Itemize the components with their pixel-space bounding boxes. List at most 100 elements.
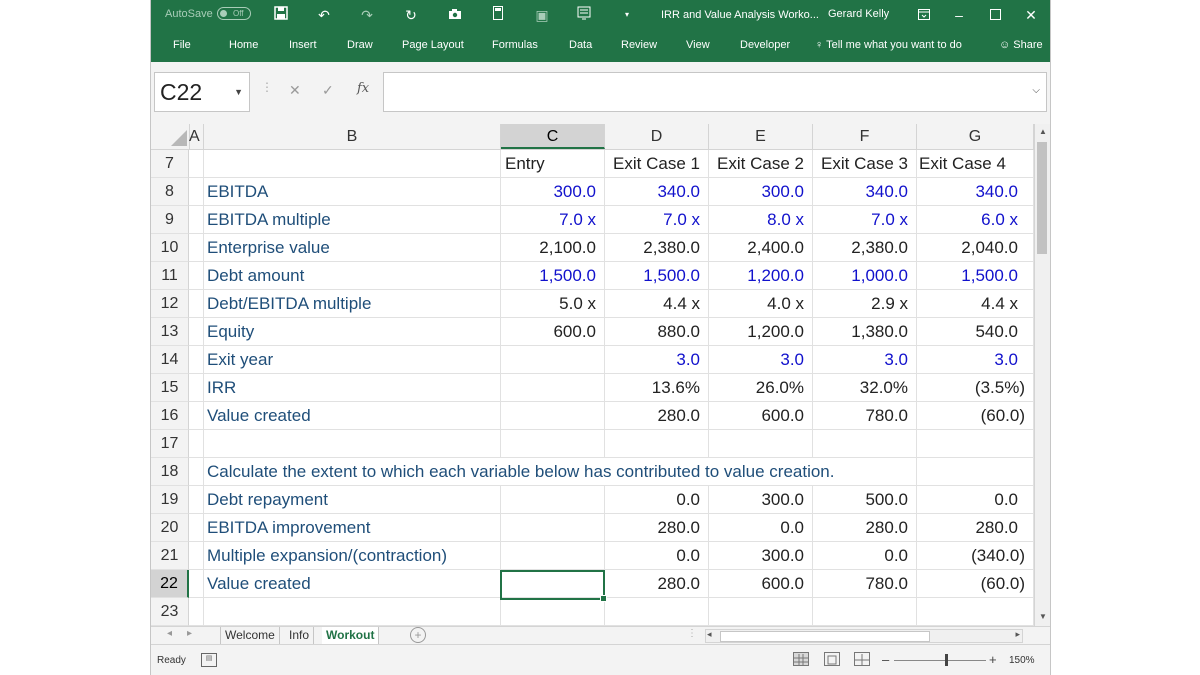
row-header[interactable]: 19 [151, 486, 189, 514]
cell-f11[interactable]: 1,000.0 [813, 262, 917, 290]
horizontal-scroll-thumb[interactable] [720, 631, 930, 642]
cell-d10[interactable]: 2,380.0 [605, 234, 709, 262]
cell-a12[interactable] [189, 290, 204, 318]
sheet-next-icon[interactable]: ▸ [187, 628, 193, 639]
cell-d21[interactable]: 0.0 [605, 542, 709, 570]
row-header[interactable]: 8 [151, 178, 189, 206]
normal-view-icon[interactable] [793, 652, 809, 666]
row-header[interactable]: 13 [151, 318, 189, 346]
sheet-tab-workout[interactable]: Workout [322, 627, 380, 646]
rotate-icon[interactable]: ↻ [405, 7, 417, 23]
cell-g13[interactable]: 540.0 [917, 318, 1034, 346]
cell-f22[interactable]: 780.0 [813, 570, 917, 598]
tab-split-icon[interactable]: ⋮ [687, 628, 697, 639]
cell-e7[interactable]: Exit Case 2 [709, 150, 813, 178]
cell-e17[interactable] [709, 430, 813, 458]
cell-e20[interactable]: 0.0 [709, 514, 813, 542]
sheet-tab-info[interactable]: Info [285, 627, 315, 644]
chevron-down-icon[interactable]: ▼ [234, 87, 243, 97]
cell-g15[interactable]: (3.5%) [917, 374, 1034, 402]
cell-a13[interactable] [189, 318, 204, 346]
row-header[interactable]: 17 [151, 430, 189, 458]
page-break-view-icon[interactable] [854, 652, 870, 666]
cell-b18-instruction[interactable]: Calculate the extent to which each varia… [204, 458, 835, 486]
camera-icon[interactable] [445, 5, 465, 25]
row-header[interactable]: 14 [151, 346, 189, 374]
cell-d19[interactable]: 0.0 [605, 486, 709, 514]
row-header[interactable]: 10 [151, 234, 189, 262]
cell-a14[interactable] [189, 346, 204, 374]
cell-c21[interactable] [501, 542, 605, 570]
cell-c12[interactable]: 5.0 x [501, 290, 605, 318]
cell-g19[interactable]: 0.0 [917, 486, 1034, 514]
row-header[interactable]: 15 [151, 374, 189, 402]
col-header-b[interactable]: B [204, 124, 501, 149]
fill-handle[interactable] [600, 595, 607, 602]
name-box[interactable]: C22 ▼ [154, 72, 250, 112]
cell-g21[interactable]: (340.0) [917, 542, 1034, 570]
row-header[interactable]: 9 [151, 206, 189, 234]
undo-icon[interactable]: ↶ [318, 7, 330, 23]
cell-e13[interactable]: 1,200.0 [709, 318, 813, 346]
shapes-icon[interactable]: ▣ [535, 7, 549, 23]
cell-g17[interactable] [917, 430, 1034, 458]
minimize-icon[interactable]: – [955, 7, 963, 23]
share-button[interactable]: ☺ Share [999, 39, 1043, 51]
cell-d18[interactable] [605, 458, 709, 486]
cell-f21[interactable]: 0.0 [813, 542, 917, 570]
col-header-e[interactable]: E [709, 124, 813, 149]
cell-a19[interactable] [189, 486, 204, 514]
tab-data[interactable]: Data [569, 39, 593, 51]
col-header-f[interactable]: F [813, 124, 917, 149]
cell-e15[interactable]: 26.0% [709, 374, 813, 402]
cell-f9[interactable]: 7.0 x [813, 206, 917, 234]
cell-d22[interactable]: 280.0 [605, 570, 709, 598]
cell-g16[interactable]: (60.0) [917, 402, 1034, 430]
tab-home[interactable]: Home [229, 39, 259, 51]
cell-e12[interactable]: 4.0 x [709, 290, 813, 318]
cell-c19[interactable] [501, 486, 605, 514]
cell-c11[interactable]: 1,500.0 [501, 262, 605, 290]
cell-c14[interactable] [501, 346, 605, 374]
cell-c17[interactable] [501, 430, 605, 458]
cell-d20[interactable]: 280.0 [605, 514, 709, 542]
cell-e16[interactable]: 600.0 [709, 402, 813, 430]
add-sheet-icon[interactable]: + [410, 627, 426, 643]
cell-e8[interactable]: 300.0 [709, 178, 813, 206]
macro-record-icon[interactable]: ▤ [201, 653, 217, 667]
vertical-scrollbar[interactable]: ▲ ▼ [1034, 124, 1050, 626]
horizontal-scrollbar[interactable]: ◂ ▸ [705, 629, 1023, 643]
cell-a21[interactable] [189, 542, 204, 570]
cell-b23[interactable] [204, 598, 501, 626]
cell-d16[interactable]: 280.0 [605, 402, 709, 430]
calculator-icon[interactable] [488, 5, 508, 25]
cell-c15[interactable] [501, 374, 605, 402]
col-header-d[interactable]: D [605, 124, 709, 149]
cell-c16[interactable] [501, 402, 605, 430]
cell-b20[interactable]: EBITDA improvement [204, 514, 501, 542]
cell-f10[interactable]: 2,380.0 [813, 234, 917, 262]
row-header[interactable]: 21 [151, 542, 189, 570]
cell-g18[interactable] [917, 458, 1034, 486]
tab-view[interactable]: View [686, 39, 710, 51]
cell-b16[interactable]: Value created [204, 402, 501, 430]
cell-e23[interactable] [709, 598, 813, 626]
cell-g23[interactable] [917, 598, 1034, 626]
cell-b13[interactable]: Equity [204, 318, 501, 346]
cell-b17[interactable] [204, 430, 501, 458]
insert-function-icon[interactable]: fx [357, 81, 370, 96]
vertical-scroll-thumb[interactable] [1037, 142, 1047, 254]
cell-b10[interactable]: Enterprise value [204, 234, 501, 262]
cell-a8[interactable] [189, 178, 204, 206]
col-header-a[interactable]: A [189, 124, 204, 149]
cell-a20[interactable] [189, 514, 204, 542]
tab-file[interactable]: File [173, 39, 191, 51]
row-header[interactable]: 20 [151, 514, 189, 542]
form-icon[interactable] [574, 5, 594, 25]
tab-insert[interactable]: Insert [289, 39, 317, 51]
more-options-icon[interactable]: ⋮ [261, 80, 273, 94]
row-header[interactable]: 18 [151, 458, 189, 486]
cell-e10[interactable]: 2,400.0 [709, 234, 813, 262]
tab-page-layout[interactable]: Page Layout [402, 39, 464, 51]
cell-f23[interactable] [813, 598, 917, 626]
